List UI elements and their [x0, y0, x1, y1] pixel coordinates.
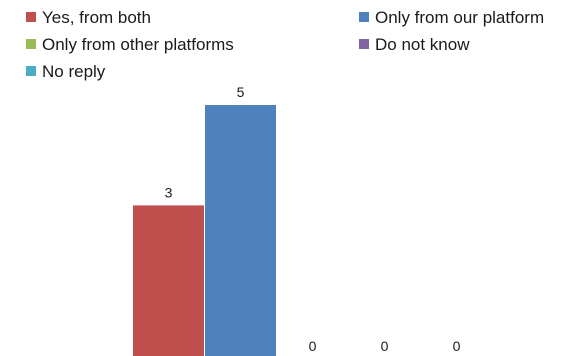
data-label: 3	[165, 184, 173, 200]
legend-label: Do not know	[375, 35, 470, 54]
data-label: 0	[309, 338, 317, 354]
legend-item: Only from our platform	[359, 8, 544, 27]
legend-label: Yes, from both	[42, 8, 151, 27]
legend-item: No reply	[26, 62, 106, 81]
legend-item: Do not know	[359, 35, 470, 54]
legend-label: Only from our platform	[375, 8, 544, 27]
legend: Yes, from both Only from our platform Only…	[26, 8, 544, 81]
data-label: 0	[453, 338, 461, 354]
legend-swatch	[26, 39, 36, 49]
data-label: 5	[237, 84, 245, 100]
legend-label: No reply	[42, 62, 106, 81]
bars	[133, 105, 276, 356]
data-label: 0	[381, 338, 389, 354]
legend-swatch	[26, 66, 36, 76]
bar	[133, 205, 204, 356]
bar	[205, 105, 276, 356]
legend-item: Only from other platforms	[26, 35, 234, 54]
data-labels: 3 5 0 0 0	[165, 84, 461, 354]
legend-item: Yes, from both	[26, 8, 151, 27]
legend-swatch	[359, 12, 369, 22]
legend-label: Only from other platforms	[42, 35, 234, 54]
legend-swatch	[26, 12, 36, 22]
legend-swatch	[359, 39, 369, 49]
